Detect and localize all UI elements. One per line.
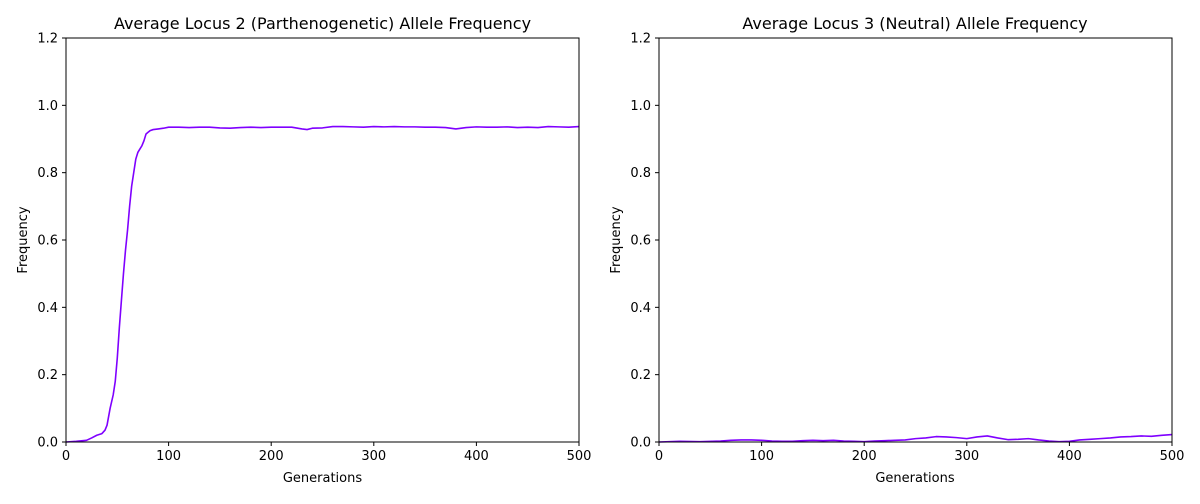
x-tick-label: 300 (361, 449, 386, 464)
y-axis-label: Frequency (16, 206, 31, 273)
plot-frame (65, 37, 580, 443)
x-tick-label: 200 (259, 449, 284, 464)
x-tick-label: 500 (1160, 449, 1185, 464)
x-tick-label: 100 (156, 449, 181, 464)
x-tick-label: 400 (1057, 449, 1082, 464)
chart-title: Average Locus 3 (Neutral) Allele Frequen… (742, 14, 1087, 33)
x-tick-label: 300 (954, 449, 979, 464)
series-line (658, 433, 1173, 443)
plot-frame (658, 37, 1173, 443)
x-tick-label: 200 (852, 449, 877, 464)
y-tick-label: 0.6 (630, 234, 651, 249)
y-tick-label: 0.8 (630, 166, 651, 181)
x-axis-label: Generations (875, 471, 955, 486)
y-tick-label: 0.2 (37, 368, 58, 383)
y-tick-label: 0.4 (630, 301, 651, 316)
y-tick-label: 1.2 (630, 32, 651, 47)
chart-title: Average Locus 2 (Parthenogenetic) Allele… (114, 14, 531, 33)
y-axis-label: Frequency (609, 206, 624, 273)
x-tick-label: 100 (749, 449, 774, 464)
series-line (65, 125, 580, 443)
y-tick-label: 0.2 (630, 368, 651, 383)
x-tick-label: 0 (655, 449, 663, 464)
y-tick-label: 0.6 (37, 234, 58, 249)
y-tick-label: 0.0 (37, 436, 58, 451)
y-tick-label: 0.0 (630, 436, 651, 451)
chart-panel-locus-2: Average Locus 2 (Parthenogenetic) Allele… (16, 14, 591, 486)
x-tick-label: 0 (62, 449, 70, 464)
x-axis-label: Generations (283, 471, 363, 486)
y-tick-label: 1.2 (37, 32, 58, 47)
chart-panel-locus-3: Average Locus 3 (Neutral) Allele Frequen… (609, 14, 1184, 486)
x-tick-label: 400 (464, 449, 489, 464)
y-tick-label: 1.0 (630, 99, 651, 114)
y-tick-label: 1.0 (37, 99, 58, 114)
y-tick-label: 0.4 (37, 301, 58, 316)
x-tick-label: 500 (567, 449, 592, 464)
y-tick-label: 0.8 (37, 166, 58, 181)
